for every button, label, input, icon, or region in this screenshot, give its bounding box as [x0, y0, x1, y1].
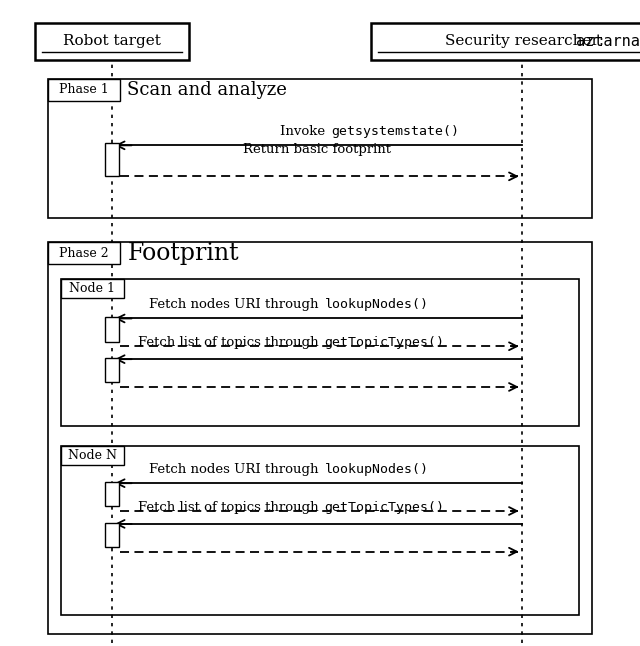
Bar: [105, 358, 119, 382]
Bar: [61, 279, 124, 298]
Text: lookupNodes(): lookupNodes(): [324, 298, 429, 311]
Text: Node N: Node N: [68, 449, 116, 462]
Text: Phase 2: Phase 2: [59, 247, 109, 260]
Text: Phase 1: Phase 1: [59, 83, 109, 96]
Bar: [61, 446, 579, 615]
Bar: [48, 79, 120, 101]
Bar: [35, 23, 189, 60]
Bar: [105, 482, 119, 506]
Bar: [371, 23, 640, 60]
Text: Fetch nodes URI through: Fetch nodes URI through: [150, 463, 323, 476]
Text: Invoke: Invoke: [280, 125, 330, 138]
Bar: [48, 242, 120, 264]
Bar: [105, 143, 119, 176]
Text: Fetch nodes URI through: Fetch nodes URI through: [150, 298, 323, 311]
Text: Node 1: Node 1: [69, 282, 115, 295]
Text: Return basic footprint: Return basic footprint: [243, 143, 391, 156]
Text: Fetch list of topics through: Fetch list of topics through: [138, 501, 323, 514]
Bar: [105, 523, 119, 547]
Text: getTopicTypes(): getTopicTypes(): [324, 337, 445, 349]
Text: Footprint: Footprint: [127, 242, 239, 265]
Bar: [61, 446, 124, 465]
Text: Fetch list of topics through: Fetch list of topics through: [138, 337, 323, 349]
Text: getsystemstate(): getsystemstate(): [331, 125, 459, 138]
Bar: [61, 279, 579, 426]
Text: getTopicTypes(): getTopicTypes(): [324, 501, 445, 514]
Text: Security researcher:: Security researcher:: [445, 34, 609, 48]
Text: aztarna: aztarna: [576, 34, 640, 49]
Bar: [48, 79, 592, 218]
Text: Scan and analyze: Scan and analyze: [127, 81, 287, 99]
Text: lookupNodes(): lookupNodes(): [324, 463, 429, 476]
Bar: [48, 242, 592, 634]
Bar: [105, 317, 119, 342]
Text: Robot target: Robot target: [63, 34, 161, 48]
